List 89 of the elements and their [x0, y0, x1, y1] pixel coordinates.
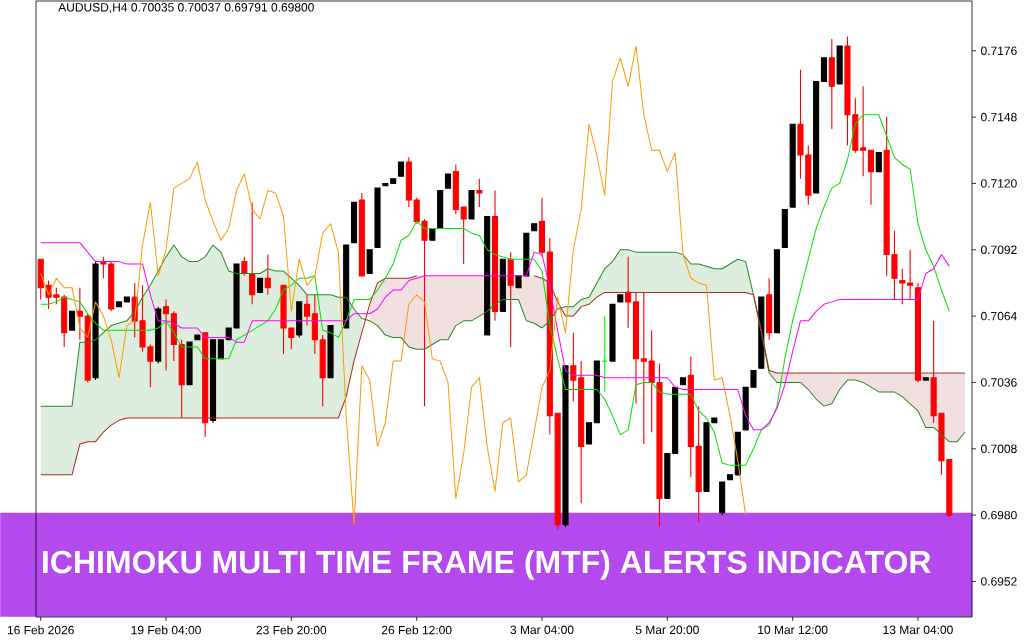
- candlestick: [899, 268, 906, 305]
- line-series: [40, 45, 747, 526]
- candlestick: [366, 249, 373, 275]
- candlestick: [719, 481, 726, 516]
- candlestick: [625, 256, 632, 329]
- candlestick: [241, 256, 248, 277]
- candlestick: [578, 360, 585, 504]
- x-tick-label: 3 Mar 04:00: [510, 625, 574, 635]
- candlestick: [836, 45, 843, 85]
- candlestick: [664, 452, 671, 500]
- candlestick: [390, 178, 397, 184]
- y-tick-label: 0.6980: [981, 510, 1017, 520]
- candlestick: [515, 275, 522, 289]
- candlestick: [178, 339, 185, 419]
- candlestick: [554, 412, 561, 530]
- candlestick: [844, 35, 851, 147]
- candlestick: [922, 377, 929, 381]
- candlestick: [711, 417, 718, 424]
- candlestick: [601, 315, 608, 393]
- candlestick: [358, 192, 365, 277]
- candlestick: [789, 123, 796, 208]
- x-tick-label: 23 Feb 20:00: [256, 625, 327, 635]
- candlestick: [538, 197, 546, 258]
- candlestick: [303, 294, 311, 327]
- candlestick: [468, 189, 475, 220]
- x-tick-label: 13 Mar 04:00: [883, 625, 953, 635]
- candlestick: [123, 296, 130, 303]
- candlestick: [264, 253, 271, 296]
- x-tick-label: 26 Feb 12:00: [381, 625, 452, 635]
- candlestick: [115, 301, 123, 308]
- candlestick: [609, 303, 616, 362]
- candlestick: [632, 291, 640, 405]
- candlestick: [766, 277, 773, 341]
- candlestick: [507, 251, 514, 348]
- y-tick-label: 0.7148: [981, 112, 1017, 122]
- candlestick: [68, 310, 76, 331]
- y-tick-label: 0.7120: [981, 179, 1017, 188]
- candlestick: [311, 294, 318, 355]
- y-tick-label: 0.7092: [981, 245, 1017, 255]
- candlestick: [813, 81, 820, 194]
- candlestick: [570, 332, 577, 402]
- candlestick: [750, 370, 757, 388]
- candlestick: [891, 230, 898, 301]
- candlestick: [820, 57, 828, 83]
- candlestick: [867, 149, 875, 206]
- candlestick: [531, 223, 538, 232]
- y-tick-label: 0.7008: [981, 444, 1017, 454]
- candlestick: [726, 474, 734, 481]
- candlestick: [444, 173, 452, 189]
- candlestick: [374, 187, 381, 248]
- text: ICHIMOKU MULTI TIME FRAME (MTF) ALERTS INDICATOR: [43, 549, 931, 580]
- candlestick: [397, 161, 405, 177]
- candlestick: [460, 206, 467, 265]
- candlestick: [476, 178, 483, 208]
- candlestick: [585, 422, 593, 445]
- candlestick: [186, 341, 193, 386]
- candlestick: [491, 189, 499, 322]
- candlestick: [327, 325, 334, 379]
- candlestick: [76, 287, 83, 341]
- x-tick-label: 10 Mar 12:00: [758, 625, 828, 635]
- candlestick: [92, 261, 99, 381]
- candlestick: [907, 249, 914, 301]
- y-tick-label: 0.7064: [981, 311, 1017, 321]
- candlestick: [562, 365, 569, 528]
- x-tick-label: 16 Feb 2026: [7, 625, 74, 635]
- candlestick: [452, 163, 459, 215]
- chart-subtitle: AUDUSD,H4 0.70035 0.70037 0.69791 0.69800: [58, 3, 314, 13]
- candlestick: [883, 116, 890, 277]
- candlestick: [828, 38, 835, 130]
- candlestick: [170, 310, 177, 362]
- candlestick: [319, 334, 326, 407]
- candlestick: [875, 152, 882, 173]
- candlestick: [350, 201, 358, 244]
- candlestick: [781, 208, 788, 248]
- candlestick: [162, 298, 170, 372]
- candlestick: [703, 422, 710, 492]
- candlestick: [860, 85, 867, 177]
- candlestick: [773, 249, 781, 334]
- y-tick-label: 0.6952: [981, 577, 1017, 586]
- y-tick-label: 0.7036: [981, 378, 1017, 387]
- candlestick: [679, 377, 687, 386]
- candlestick: [405, 156, 412, 208]
- candlestick: [249, 201, 256, 305]
- x-tick-label: 19 Feb 04:00: [131, 625, 201, 635]
- y-tick-label: 0.7176: [981, 46, 1017, 55]
- candlestick: [742, 386, 749, 431]
- candlestick: [194, 334, 201, 341]
- candlestick: [617, 294, 624, 303]
- x-tick-label: 5 Mar 20:00: [635, 625, 699, 635]
